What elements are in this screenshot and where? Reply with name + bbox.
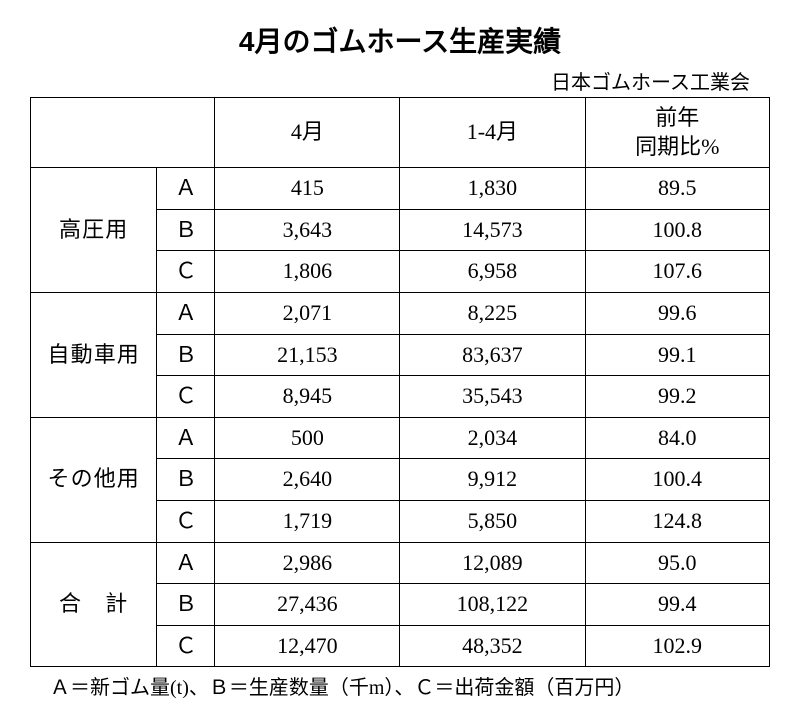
metric-label: Ａ: [157, 542, 215, 584]
page-title: 4月のゴムホース生産実績: [20, 20, 780, 60]
cell-janapr: 35,543: [400, 376, 585, 418]
cell-april: 500: [215, 417, 400, 459]
category-label: その他用: [31, 417, 157, 542]
table-row: 合 計 Ａ 2,986 12,089 95.0: [31, 542, 770, 584]
metric-label: Ｃ: [157, 376, 215, 418]
header-row: 4月 1-4月 前年同期比%: [31, 98, 770, 168]
cell-janapr: 108,122: [400, 584, 585, 626]
table-row: 高圧用 Ａ 415 1,830 89.5: [31, 168, 770, 210]
production-table: 4月 1-4月 前年同期比% 高圧用 Ａ 415 1,830 89.5 Ｂ 3,…: [30, 97, 770, 667]
cell-april: 2,986: [215, 542, 400, 584]
metric-label: Ｂ: [157, 459, 215, 501]
cell-yoy: 89.5: [585, 168, 770, 210]
metric-label: Ｂ: [157, 334, 215, 376]
table-row: その他用 Ａ 500 2,034 84.0: [31, 417, 770, 459]
cell-janapr: 48,352: [400, 625, 585, 667]
footnote: Ａ＝新ゴム量(t)、Ｂ＝生産数量（千m）、Ｃ＝出荷金額（百万円）: [50, 671, 780, 700]
cell-yoy: 100.4: [585, 459, 770, 501]
metric-label: Ｃ: [157, 500, 215, 542]
cell-janapr: 2,034: [400, 417, 585, 459]
cell-april: 21,153: [215, 334, 400, 376]
metric-label: Ａ: [157, 292, 215, 334]
metric-label: Ａ: [157, 417, 215, 459]
table-body: 高圧用 Ａ 415 1,830 89.5 Ｂ 3,643 14,573 100.…: [31, 168, 770, 667]
cell-yoy: 95.0: [585, 542, 770, 584]
cell-yoy: 99.1: [585, 334, 770, 376]
cell-janapr: 8,225: [400, 292, 585, 334]
source-org: 日本ゴムホース工業会: [20, 66, 750, 95]
cell-april: 12,470: [215, 625, 400, 667]
col-header-blank: [31, 98, 215, 168]
cell-janapr: 12,089: [400, 542, 585, 584]
cell-janapr: 14,573: [400, 209, 585, 251]
cell-janapr: 6,958: [400, 251, 585, 293]
cell-april: 415: [215, 168, 400, 210]
cell-april: 8,945: [215, 376, 400, 418]
cell-yoy: 107.6: [585, 251, 770, 293]
cell-april: 1,806: [215, 251, 400, 293]
cell-yoy: 84.0: [585, 417, 770, 459]
cell-janapr: 9,912: [400, 459, 585, 501]
cell-yoy: 99.2: [585, 376, 770, 418]
cell-april: 27,436: [215, 584, 400, 626]
cell-yoy: 99.4: [585, 584, 770, 626]
metric-label: Ｂ: [157, 584, 215, 626]
cell-april: 2,071: [215, 292, 400, 334]
category-label: 自動車用: [31, 292, 157, 417]
cell-yoy: 102.9: [585, 625, 770, 667]
cell-april: 3,643: [215, 209, 400, 251]
cell-janapr: 1,830: [400, 168, 585, 210]
col-header-yoy: 前年同期比%: [585, 98, 770, 168]
cell-yoy: 99.6: [585, 292, 770, 334]
metric-label: Ｃ: [157, 625, 215, 667]
cell-janapr: 5,850: [400, 500, 585, 542]
col-header-april: 4月: [215, 98, 400, 168]
cell-janapr: 83,637: [400, 334, 585, 376]
col-header-janapr: 1-4月: [400, 98, 585, 168]
cell-april: 1,719: [215, 500, 400, 542]
table-row: 自動車用 Ａ 2,071 8,225 99.6: [31, 292, 770, 334]
metric-label: Ａ: [157, 168, 215, 210]
metric-label: Ｃ: [157, 251, 215, 293]
cell-april: 2,640: [215, 459, 400, 501]
cell-yoy: 124.8: [585, 500, 770, 542]
category-label: 高圧用: [31, 168, 157, 293]
category-label-total: 合 計: [31, 542, 157, 667]
metric-label: Ｂ: [157, 209, 215, 251]
cell-yoy: 100.8: [585, 209, 770, 251]
